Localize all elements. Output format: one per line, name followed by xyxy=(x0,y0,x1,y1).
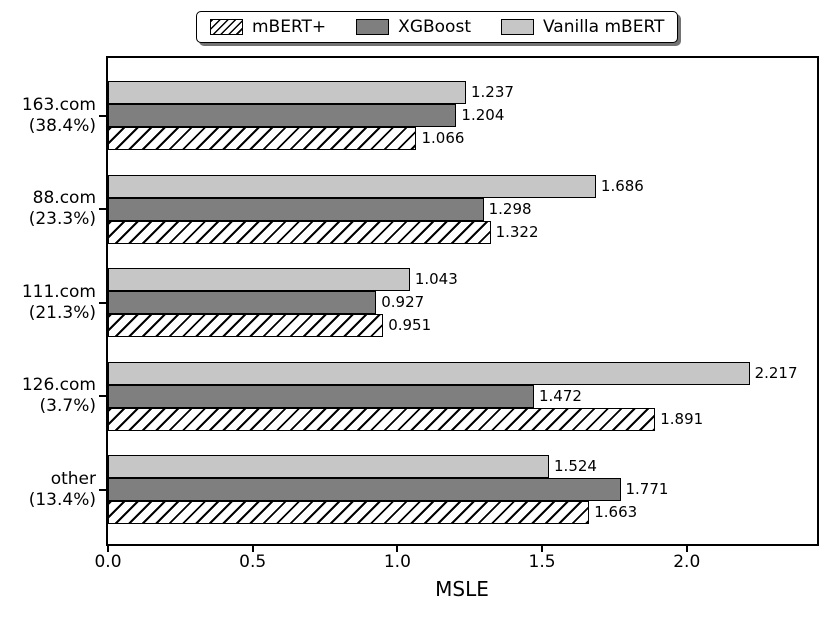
bar-mbert--88-com xyxy=(108,220,491,244)
bar-xgboost-111-com xyxy=(108,291,377,314)
legend-label-mbert-plus: mBERT+ xyxy=(252,16,327,37)
bar-value-label: 1.322 xyxy=(495,222,539,241)
x-tick-label: 1.5 xyxy=(528,552,556,572)
legend-item-mbert-plus: mBERT+ xyxy=(210,16,327,37)
y-axis-tick xyxy=(99,114,106,117)
y-category-label: 111.com (21.3%) xyxy=(0,282,96,324)
bar-vanilla-mbert-163-com xyxy=(108,81,466,104)
category-percentage: (13.4%) xyxy=(28,489,96,510)
x-axis-tick xyxy=(107,546,109,552)
bar-value-label: 1.472 xyxy=(538,386,582,405)
bar-value-label: 1.771 xyxy=(625,480,669,498)
x-axis-tick xyxy=(251,546,254,552)
bar-value-label: 1.524 xyxy=(554,457,597,475)
bar-vanilla-mbert-126-com xyxy=(108,361,750,385)
x-tick-label: 1.0 xyxy=(383,552,411,572)
y-axis-tick xyxy=(99,488,106,491)
category-percentage: (3.7%) xyxy=(39,396,96,416)
category-name: other xyxy=(50,468,96,489)
bar-xgboost-126-com xyxy=(108,384,534,408)
bar-value-label: 1.066 xyxy=(421,129,465,147)
y-category-label: 126.com (3.7%) xyxy=(0,375,96,417)
bar-value-label: 1.686 xyxy=(600,176,644,195)
bar-xgboost-other xyxy=(108,478,621,501)
category-name: 111.com xyxy=(21,281,96,302)
category-name: 88.com xyxy=(32,188,96,208)
legend: mBERT+ XGBoost Vanilla mBERT xyxy=(196,11,679,43)
category-percentage: (23.3%) xyxy=(28,209,96,229)
bar-value-label: 1.891 xyxy=(660,409,704,428)
bar-value-label: 0.951 xyxy=(388,316,432,334)
x-axis-tick xyxy=(396,546,399,552)
bar-vanilla-mbert-111-com xyxy=(108,268,410,291)
bar-vanilla-mbert-88-com xyxy=(108,174,596,198)
bar-mbert--other xyxy=(108,501,590,524)
bar-value-label: 1.237 xyxy=(470,83,514,101)
x-tick-label: 2.0 xyxy=(673,552,701,572)
category-name: 126.com xyxy=(21,375,96,395)
bar-value-label: 1.298 xyxy=(488,199,532,218)
xgboost-swatch-icon xyxy=(356,19,390,35)
legend-label-xgboost: XGBoost xyxy=(398,16,471,37)
y-axis-tick xyxy=(99,208,106,210)
y-category-label: other (13.4%) xyxy=(0,469,96,511)
bar-xgboost-88-com xyxy=(108,197,484,221)
legend-item-vanilla-mbert: Vanilla mBERT xyxy=(500,16,665,37)
bar-xgboost-163-com xyxy=(108,104,457,127)
bar-value-label: 0.927 xyxy=(381,293,425,311)
bar-value-label: 1.663 xyxy=(594,503,638,521)
bar-value-label: 1.204 xyxy=(461,106,505,124)
x-axis-title: MSLE xyxy=(435,577,489,601)
legend-label-vanilla-mbert: Vanilla mBERT xyxy=(542,16,665,37)
x-tick-label: 0.0 xyxy=(94,552,122,572)
bar-mbert--126-com xyxy=(108,407,656,431)
vanilla-mbert-swatch-icon xyxy=(500,19,534,35)
bar-mbert--111-com xyxy=(108,314,384,337)
y-category-label: 163.com (38.4%) xyxy=(0,95,96,137)
legend-item-xgboost: XGBoost xyxy=(356,16,471,37)
y-category-label: 88.com (23.3%) xyxy=(0,188,96,230)
mbert-plus-hatched-swatch-icon xyxy=(210,19,243,35)
category-percentage: (21.3%) xyxy=(28,302,96,323)
bars-layer: 1.237 1.204 1.066 1.686 1.298 1.322 1.043 0.927… xyxy=(108,58,817,544)
bar-value-label: 1.043 xyxy=(414,270,458,288)
bar-value-label: 2.217 xyxy=(754,363,798,382)
y-axis-tick xyxy=(99,301,106,304)
x-tick-label: 0.5 xyxy=(239,552,267,572)
bar-vanilla-mbert-other xyxy=(108,455,550,478)
x-axis-tick xyxy=(541,546,544,552)
y-axis-tick xyxy=(99,395,106,397)
category-percentage: (38.4%) xyxy=(28,115,96,136)
category-name: 163.com xyxy=(21,94,96,115)
bar-mbert--163-com xyxy=(108,127,417,150)
x-axis-tick xyxy=(685,546,688,552)
